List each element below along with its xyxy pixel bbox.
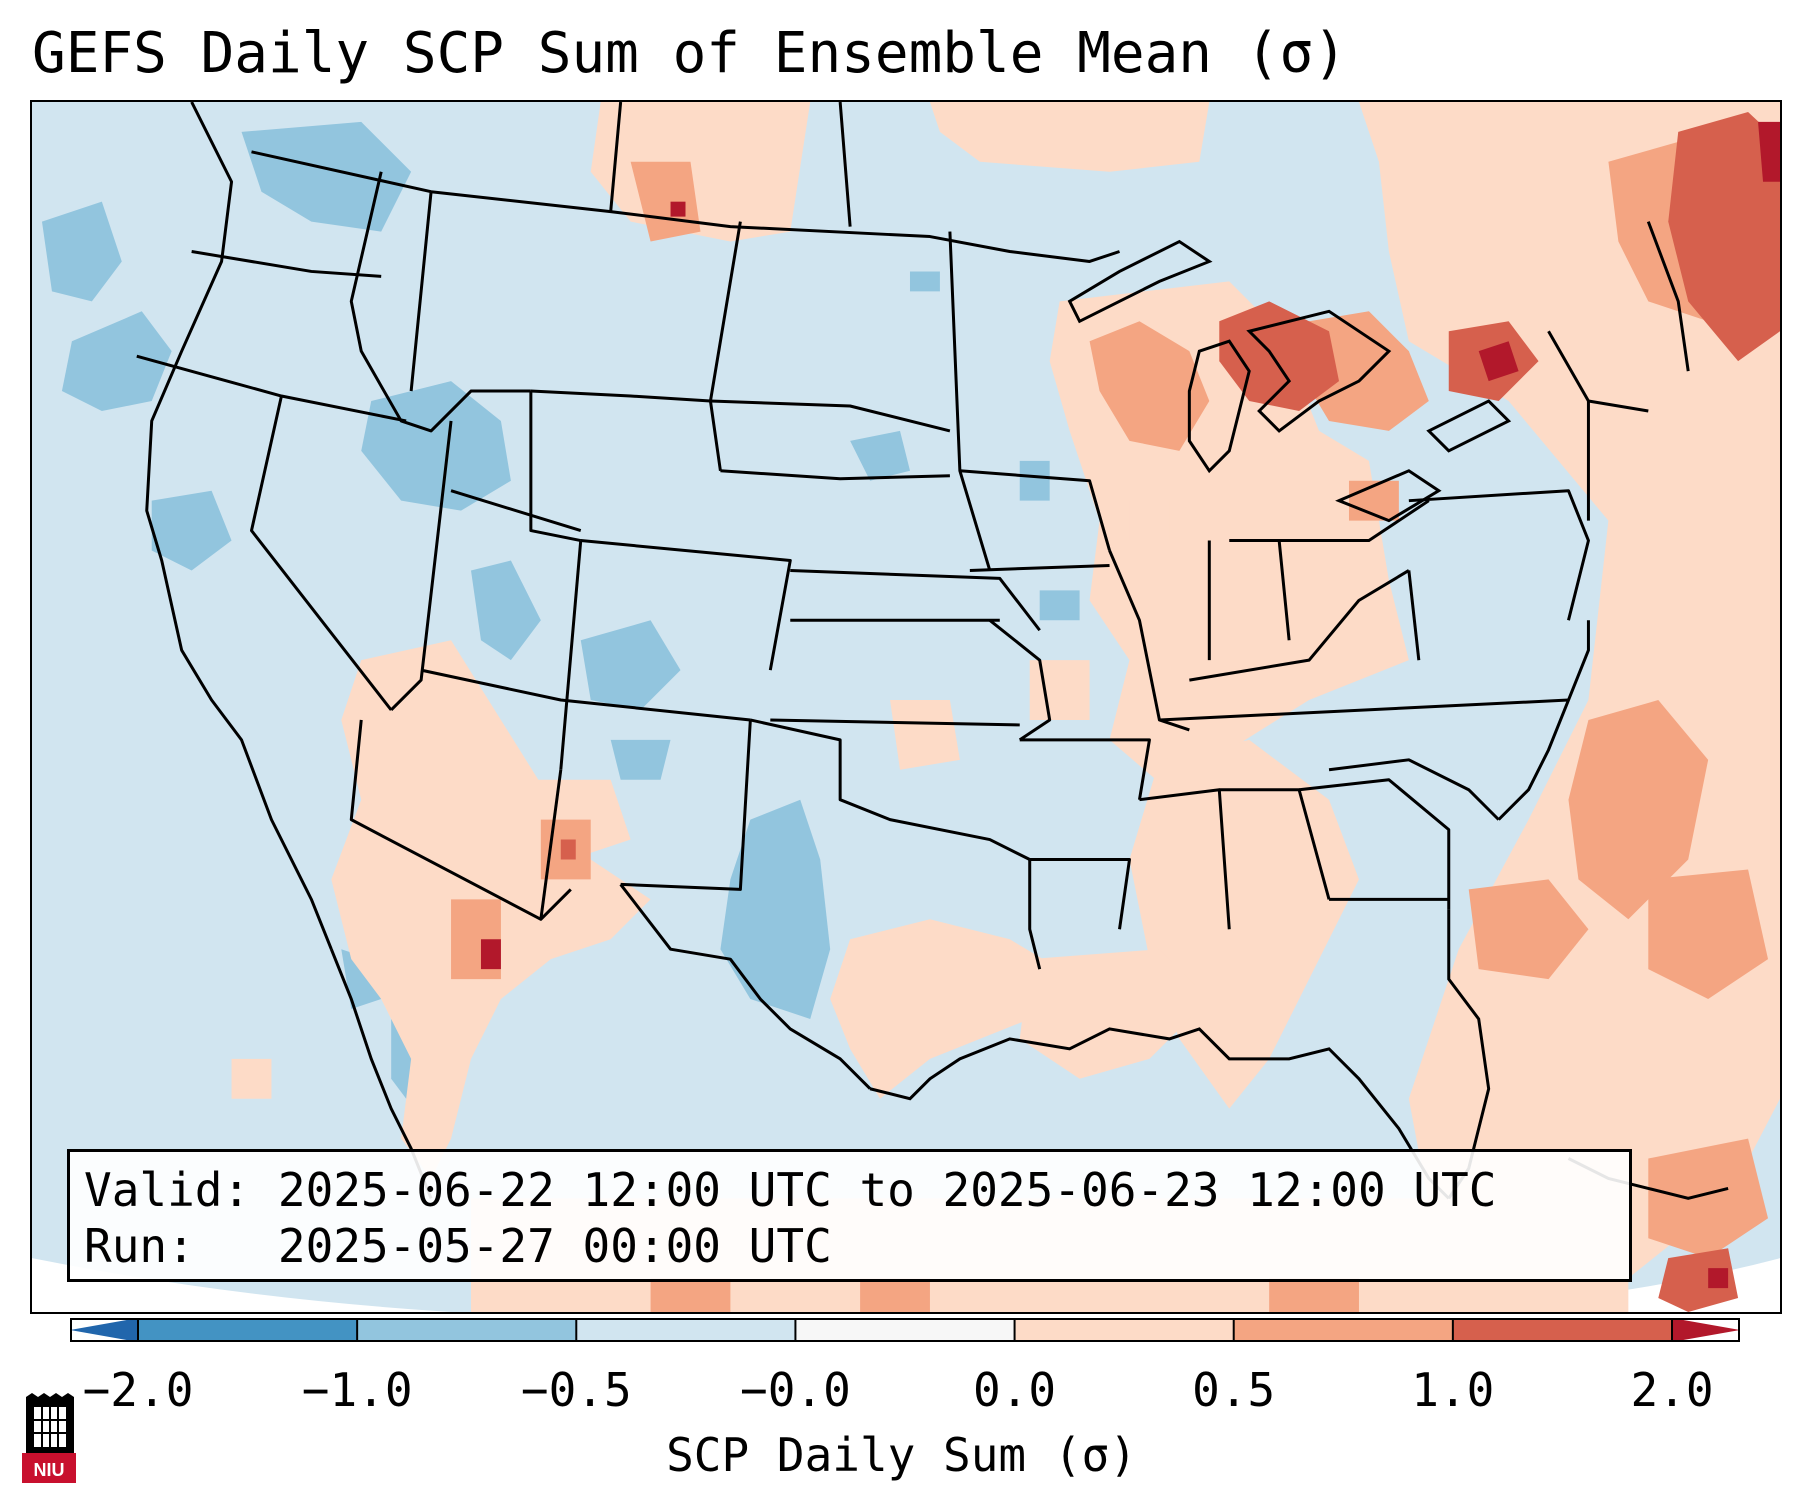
state-boundaries <box>136 102 1690 1090</box>
colorbar-outline <box>70 1318 1740 1342</box>
colorbar-segment <box>138 1318 358 1342</box>
strong-positive-patches <box>560 111 1780 1312</box>
chart-title: GEFS Daily SCP Sum of Ensemble Mean (σ) <box>32 21 1347 86</box>
colorbar-tick-label: 2.0 <box>1630 1363 1714 1417</box>
colorbar-segment <box>1233 1318 1454 1342</box>
map-canvas <box>32 102 1780 1312</box>
colorbar-segment <box>357 1318 577 1342</box>
valid-label: Valid: <box>84 1163 251 1217</box>
valid-value: 2025-06-22 12:00 UTC to 2025-06-23 12:00… <box>277 1163 1497 1217</box>
niu-logo: NIU <box>22 1393 76 1483</box>
colorbar-segment <box>795 1318 1016 1342</box>
colorbar-tick-label: −2.0 <box>82 1363 194 1417</box>
colorbar-tick-label: 0.0 <box>973 1363 1057 1417</box>
colorbar-segment <box>576 1318 796 1342</box>
logo-text: NIU <box>34 1460 65 1480</box>
colorbar-tick-label: 1.0 <box>1411 1363 1495 1417</box>
valid-run-info-box: Valid: 2025-06-22 12:00 UTC to 2025-06-2… <box>67 1149 1632 1282</box>
colorbar-tick-label: −0.0 <box>740 1363 851 1417</box>
extreme-positive-patches <box>480 121 1780 1289</box>
run-value: 2025-05-27 00:00 UTC <box>277 1219 832 1273</box>
colorbar-tick-label: −1.0 <box>301 1363 413 1417</box>
colorbar-extend-high <box>1672 1318 1740 1342</box>
colorbar-segment <box>1014 1318 1235 1342</box>
map-panel <box>30 100 1782 1314</box>
colorbar-label: SCP Daily Sum (σ) <box>666 1428 1137 1482</box>
run-label: Run: <box>84 1219 195 1273</box>
colorbar-tick-label: −0.5 <box>520 1363 632 1417</box>
colorbar-segment <box>1452 1318 1673 1342</box>
colorbar-tick-label: 0.5 <box>1192 1363 1276 1417</box>
negative-anomaly-patches <box>41 121 1080 1119</box>
colorbar-extend-low <box>70 1318 138 1342</box>
great-lakes <box>1067 239 1512 523</box>
colorbar <box>70 1318 1740 1342</box>
projection-edge-left <box>32 1258 452 1312</box>
